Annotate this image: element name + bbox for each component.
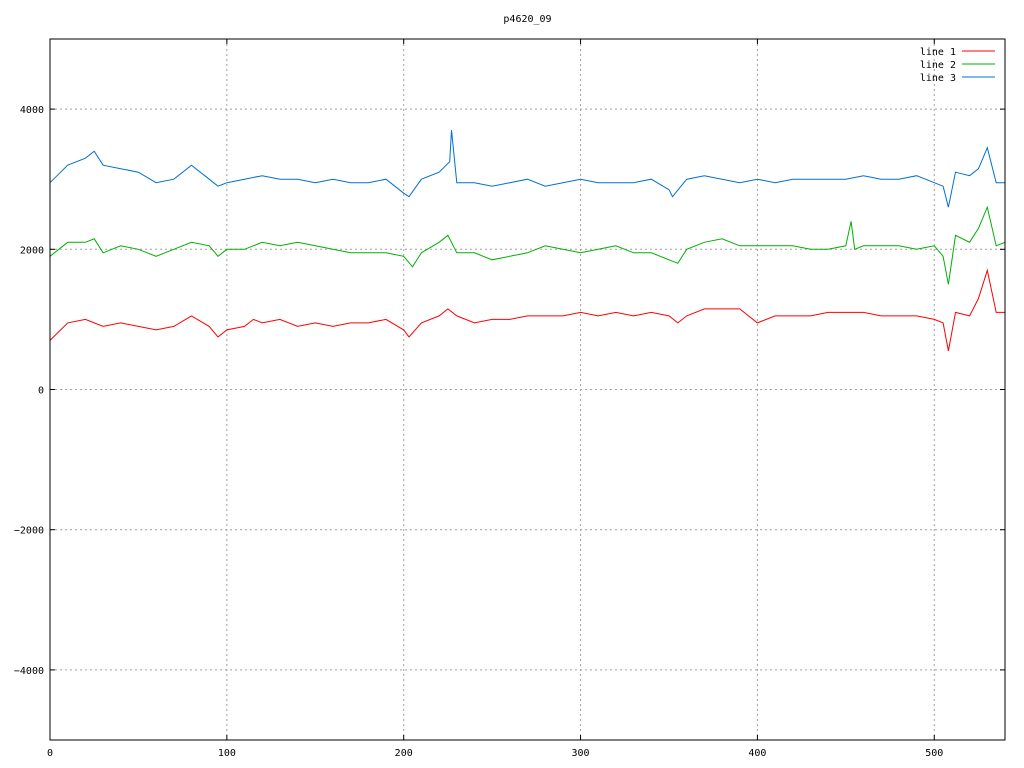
legend-label-3: line 3 — [920, 73, 956, 84]
x-tick-label: 400 — [748, 748, 766, 759]
x-tick-label: 0 — [47, 748, 53, 759]
x-tick-label: 300 — [572, 748, 590, 759]
x-tick-label: 500 — [925, 748, 943, 759]
y-tick-label: 4000 — [20, 105, 44, 116]
y-tick-label: −4000 — [14, 666, 44, 677]
x-tick-label: 200 — [395, 748, 413, 759]
series-layer — [49, 130, 1006, 351]
grid — [50, 39, 1005, 740]
series-line-2 — [49, 205, 1006, 285]
legend-label-1: line 1 — [920, 47, 956, 58]
x-tick-label: 100 — [218, 748, 236, 759]
chart-title: p4620_09 — [503, 14, 551, 25]
y-tick-label: 0 — [38, 386, 44, 397]
tick-labels: 0 100 200 300 400 500 −4000 −2000 0 2000 4000 — [14, 39, 1005, 759]
y-tick-label: 2000 — [20, 245, 44, 256]
series-line-1 — [49, 268, 1005, 351]
y-tick-label: −2000 — [14, 526, 44, 537]
series-line-3 — [49, 130, 1005, 208]
legend-label-2: line 2 — [920, 60, 956, 71]
legend: line 1 line 2 line 3 — [920, 47, 995, 84]
